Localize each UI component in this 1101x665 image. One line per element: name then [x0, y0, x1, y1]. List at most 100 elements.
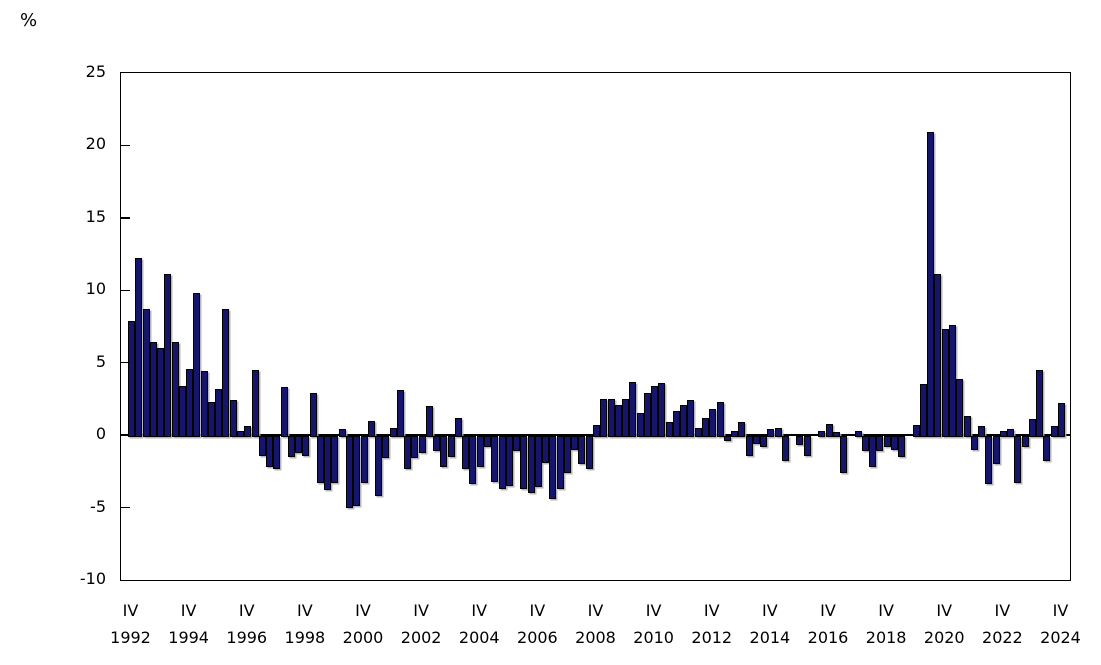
x-tick-year-label: 2010 — [633, 628, 674, 647]
bar — [629, 381, 637, 438]
bar — [244, 426, 252, 438]
bar — [571, 436, 579, 450]
bar — [215, 388, 223, 438]
bar — [1021, 436, 1029, 447]
bar — [1043, 436, 1051, 462]
bar — [353, 436, 361, 507]
bar — [345, 436, 353, 508]
x-tick-quarter-label: IV — [703, 601, 720, 620]
bar — [447, 436, 455, 457]
bar — [970, 436, 978, 450]
x-tick-year-label: 2014 — [749, 628, 791, 647]
x-tick-year-label: 2000 — [342, 628, 384, 647]
bar — [876, 436, 884, 452]
bar — [389, 427, 397, 438]
bar — [622, 398, 630, 438]
bar — [280, 387, 288, 438]
x-tick-quarter-label: IV — [936, 601, 953, 620]
bar — [207, 401, 215, 438]
bar — [513, 436, 521, 452]
bar — [331, 436, 339, 484]
y-tick-label: -5 — [90, 496, 106, 516]
bar — [135, 258, 143, 438]
bar — [142, 309, 150, 438]
bar — [781, 436, 789, 462]
bar — [382, 436, 390, 459]
x-tick-quarter-label: IV — [645, 601, 662, 620]
bar — [680, 404, 688, 438]
bar — [549, 436, 557, 499]
bar — [462, 436, 470, 469]
x-tick-quarter-label: IV — [1052, 601, 1069, 620]
bar — [236, 430, 244, 438]
bar — [883, 436, 891, 447]
bar — [992, 436, 1000, 465]
bar — [186, 368, 194, 438]
x-tick-year-label: 2006 — [517, 628, 558, 647]
bar — [774, 427, 782, 438]
x-tick-quarter-label: IV — [762, 601, 778, 620]
bar — [687, 400, 695, 438]
bar — [600, 398, 608, 438]
bar — [672, 410, 680, 438]
x-tick-quarter-label: IV — [471, 601, 488, 620]
bar — [338, 429, 346, 438]
bar — [164, 274, 172, 438]
bar — [316, 436, 324, 484]
x-tick-year-label: 2022 — [982, 628, 1023, 647]
bar — [273, 436, 281, 469]
bar — [999, 430, 1007, 438]
bar — [258, 436, 266, 456]
bar — [527, 436, 535, 494]
bar — [1058, 403, 1065, 438]
bar — [912, 425, 920, 438]
bar — [665, 422, 673, 438]
bar — [716, 401, 724, 438]
bar — [927, 132, 935, 438]
y-tick-mark — [121, 361, 130, 364]
bar — [193, 293, 201, 438]
x-tick-year-label: 2012 — [691, 628, 733, 647]
bar — [607, 398, 615, 438]
y-tick-label: 15 — [85, 206, 106, 226]
y-axis-unit-label: % — [20, 10, 38, 31]
bar — [832, 432, 840, 438]
bar — [266, 436, 274, 468]
x-tick-year-label: 1992 — [110, 628, 151, 647]
x-tick-year-label: 2004 — [458, 628, 500, 647]
bar — [949, 325, 957, 438]
bar — [709, 409, 717, 438]
x-tick-quarter-label: IV — [587, 601, 604, 620]
y-tick-label: 25 — [85, 62, 106, 81]
bar — [157, 348, 165, 438]
bar — [643, 393, 651, 438]
bar — [563, 436, 571, 473]
bar — [898, 436, 906, 457]
bar — [404, 436, 412, 469]
bar — [985, 436, 993, 485]
bar — [919, 384, 927, 438]
y-tick-mark — [121, 289, 130, 292]
bar — [411, 436, 419, 459]
x-tick-quarter-label: IV — [529, 601, 546, 620]
bar — [593, 425, 600, 438]
bar — [556, 436, 564, 489]
x-tick-quarter-label: IV — [413, 601, 429, 620]
bar — [956, 378, 964, 438]
bar — [978, 426, 986, 438]
bar — [723, 436, 731, 442]
bar — [476, 436, 484, 468]
bar — [578, 436, 586, 465]
x-tick-year-label: 2020 — [923, 628, 965, 647]
bar — [484, 436, 492, 447]
bar — [825, 423, 833, 438]
x-tick-year-label: 1996 — [226, 628, 268, 647]
bar — [251, 369, 259, 438]
bar — [963, 416, 971, 438]
x-tick-quarter-label: IV — [878, 601, 894, 620]
bar — [295, 436, 303, 453]
bar — [520, 436, 528, 489]
bar — [178, 385, 186, 438]
bar — [803, 436, 811, 456]
